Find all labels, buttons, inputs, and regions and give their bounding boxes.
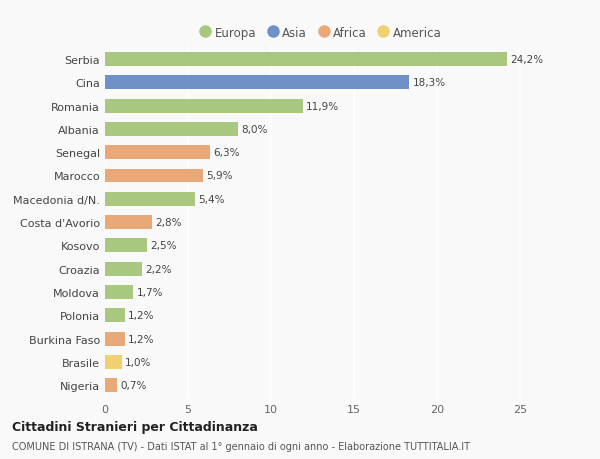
Text: 1,7%: 1,7% bbox=[137, 287, 163, 297]
Bar bbox=[105, 308, 125, 323]
Bar bbox=[105, 378, 116, 392]
Bar bbox=[105, 239, 146, 253]
Text: 24,2%: 24,2% bbox=[511, 55, 544, 65]
Text: 5,4%: 5,4% bbox=[198, 194, 224, 204]
Bar bbox=[105, 355, 122, 369]
Bar bbox=[105, 146, 209, 160]
Bar bbox=[105, 332, 125, 346]
Text: 2,8%: 2,8% bbox=[155, 218, 181, 228]
Legend: Europa, Asia, Africa, America: Europa, Asia, Africa, America bbox=[196, 22, 446, 44]
Bar bbox=[105, 262, 142, 276]
Text: COMUNE DI ISTRANA (TV) - Dati ISTAT al 1° gennaio di ogni anno - Elaborazione TU: COMUNE DI ISTRANA (TV) - Dati ISTAT al 1… bbox=[12, 441, 470, 451]
Bar bbox=[105, 216, 152, 230]
Text: 1,2%: 1,2% bbox=[128, 334, 155, 344]
Text: 5,9%: 5,9% bbox=[206, 171, 233, 181]
Bar bbox=[105, 285, 133, 299]
Bar bbox=[105, 53, 507, 67]
Text: 6,3%: 6,3% bbox=[213, 148, 239, 158]
Bar bbox=[105, 100, 303, 113]
Text: Cittadini Stranieri per Cittadinanza: Cittadini Stranieri per Cittadinanza bbox=[12, 420, 258, 433]
Text: 2,2%: 2,2% bbox=[145, 264, 172, 274]
Text: 8,0%: 8,0% bbox=[241, 124, 268, 134]
Text: 2,5%: 2,5% bbox=[150, 241, 176, 251]
Bar bbox=[105, 169, 203, 183]
Bar bbox=[105, 192, 195, 207]
Text: 11,9%: 11,9% bbox=[306, 101, 339, 112]
Text: 18,3%: 18,3% bbox=[412, 78, 446, 88]
Text: 1,0%: 1,0% bbox=[125, 357, 151, 367]
Bar bbox=[105, 123, 238, 137]
Text: 0,7%: 0,7% bbox=[120, 381, 146, 390]
Bar bbox=[105, 76, 409, 90]
Text: 1,2%: 1,2% bbox=[128, 311, 155, 321]
